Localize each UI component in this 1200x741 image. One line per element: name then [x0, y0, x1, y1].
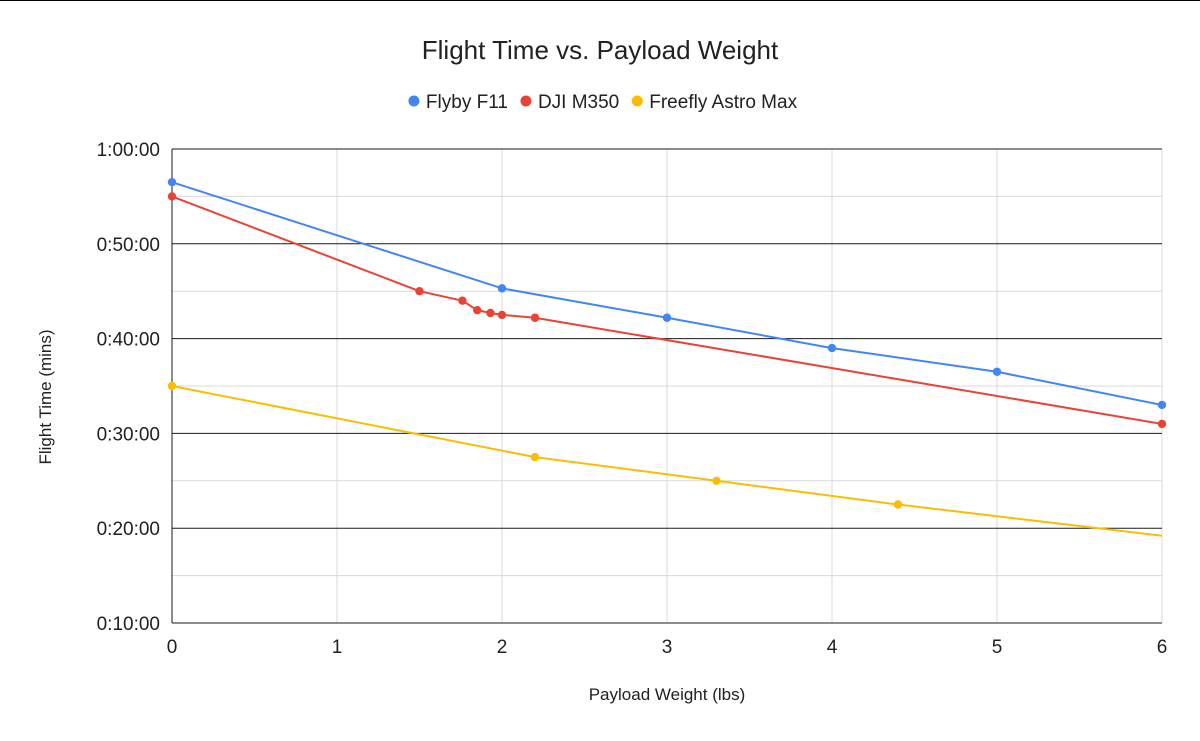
data-point-freefly-astro-max — [167, 381, 177, 391]
data-point-flyby-f11 — [167, 177, 177, 187]
y-tick-label: 1:00:00 — [97, 140, 160, 161]
x-tick-label: 2 — [497, 637, 508, 658]
data-point-flyby-f11 — [662, 313, 672, 322]
data-point-flyby-f11 — [1157, 400, 1167, 410]
y-tick-label: 0:50:00 — [97, 235, 160, 256]
x-tick-label: 4 — [827, 637, 838, 658]
y-axis-title: Flight Time (mins) — [36, 329, 55, 464]
data-point-dji-m350 — [415, 287, 424, 296]
y-tick-label: 0:40:00 — [97, 330, 160, 351]
data-point-dji-m350 — [1157, 419, 1167, 429]
legend-marker — [631, 95, 643, 107]
legend-item: Freefly Astro Max — [631, 92, 798, 113]
legend-label: DJI M350 — [538, 92, 619, 113]
legend-label: Flyby F11 — [426, 92, 508, 113]
minor-gridlines — [172, 149, 1163, 623]
x-tick-label: 1 — [332, 637, 343, 658]
x-axis-ticks: 0 1 2 3 4 5 6 — [167, 637, 1168, 658]
chart-title: Flight Time vs. Payload Weight — [422, 35, 779, 65]
data-point-dji-m350 — [458, 296, 467, 305]
data-point-freefly-astro-max — [530, 452, 540, 462]
y-tick-label: 0:30:00 — [97, 424, 160, 445]
series-line-dji-m350 — [171, 195, 1163, 425]
data-point-freefly-astro-max — [712, 476, 721, 485]
data-point-dji-m350 — [497, 310, 507, 320]
y-axis-ticks: 0:10:00 0:20:00 0:30:00 0:40:00 0:50:00 1:00:… — [97, 140, 160, 635]
x-tick-label: 0 — [167, 637, 178, 658]
data-point-freefly-astro-max — [893, 500, 903, 509]
x-tick-label: 6 — [1157, 637, 1168, 658]
series-layer — [167, 177, 1167, 537]
series-line-flyby-f11 — [171, 181, 1163, 406]
x-axis-title: Payload Weight (lbs) — [589, 685, 746, 704]
y-tick-label: 0:20:00 — [97, 519, 160, 540]
x-tick-label: 3 — [662, 637, 673, 658]
x-tick-label: 5 — [992, 637, 1003, 658]
legend-item: Flyby F11 — [408, 92, 508, 113]
legend: Flyby F11 DJI M350 Freefly Astro Max — [408, 92, 798, 113]
data-point-dji-m350 — [473, 305, 482, 315]
data-point-dji-m350 — [530, 313, 540, 322]
data-point-flyby-f11 — [827, 343, 837, 353]
data-point-flyby-f11 — [992, 367, 1002, 376]
y-tick-label: 0:10:00 — [97, 614, 160, 635]
data-point-flyby-f11 — [497, 284, 507, 293]
legend-marker — [408, 95, 420, 107]
major-gridlines — [171, 148, 1162, 624]
legend-label: Freefly Astro Max — [649, 92, 797, 113]
data-point-dji-m350 — [486, 308, 495, 318]
legend-item: DJI M350 — [520, 92, 619, 113]
data-point-dji-m350 — [167, 192, 177, 201]
legend-marker — [520, 95, 532, 107]
